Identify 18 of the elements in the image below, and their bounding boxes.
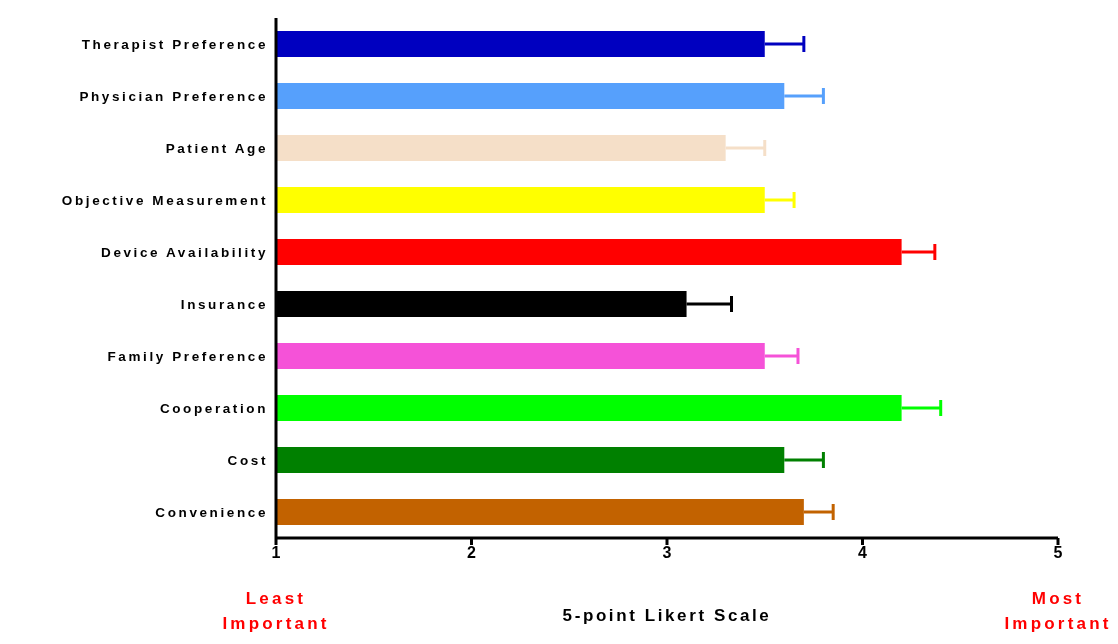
y-tick-label: Insurance: [180, 296, 268, 312]
text: Least Important: [221, 588, 331, 635]
x-tick-label: 1: [271, 544, 281, 562]
y-tick-label: Physician Preference: [79, 88, 268, 104]
y-tick-label: Family Preference: [107, 348, 268, 364]
text: Most Important: [1003, 588, 1113, 635]
y-tick-label: Convenience: [155, 504, 268, 520]
x-tick-label: 4: [858, 544, 868, 562]
x-axis-title: 5-point Likert Scale: [561, 606, 773, 626]
y-tick-label: Cooperation: [159, 400, 268, 416]
y-tick-label: Cost: [227, 452, 268, 468]
x-tick-label: 3: [662, 544, 672, 562]
y-tick-label: Patient Age: [165, 140, 268, 156]
x-tick-label: 5: [1053, 544, 1063, 562]
y-tick-label: Therapist Preference: [81, 36, 268, 52]
y-tick-label: Objective Measurement: [61, 192, 268, 208]
x-tick-label: 2: [467, 544, 477, 562]
y-tick-label: Device Availability: [101, 244, 268, 260]
